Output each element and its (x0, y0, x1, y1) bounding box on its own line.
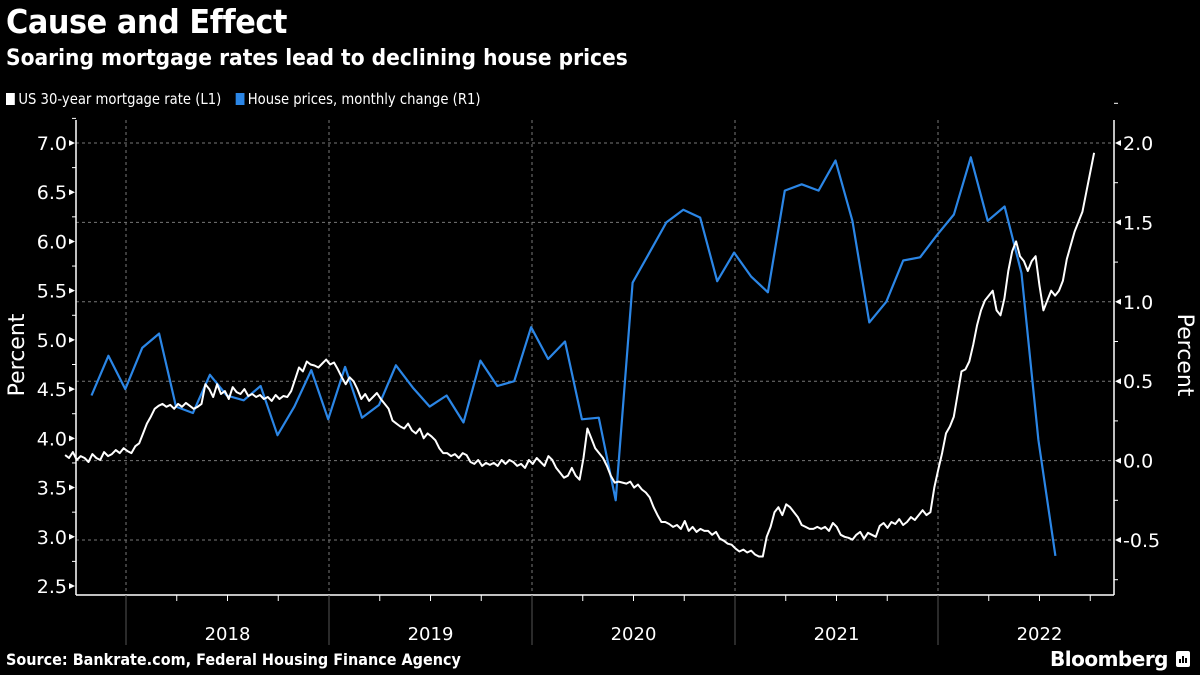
right-tick-label: -0.5 (1123, 530, 1160, 552)
right-axis-title: Percent (1172, 314, 1197, 397)
right-tick-label: 1.5 (1123, 212, 1153, 234)
left-tick-label: 6.0 (37, 231, 67, 253)
legend-swatch-mortgage-rate (6, 93, 15, 105)
left-tick-label: 2.5 (37, 576, 67, 598)
right-tick-label: 0.0 (1123, 451, 1153, 473)
legend-label-house-prices: House prices, monthly change (R1) (247, 90, 481, 108)
x-tick-label: 2021 (814, 624, 860, 645)
x-tick-label: 2018 (205, 624, 251, 645)
left-tick-marker (69, 140, 75, 146)
x-tick-label: 2020 (611, 624, 657, 645)
left-tick-label: 6.5 (37, 182, 67, 204)
legend-item-mortgage-rate: US 30-year mortgage rate (L1) (6, 90, 221, 108)
series-line-mortgage-rate (64, 152, 1096, 558)
right-tick-marker (1115, 298, 1121, 305)
left-tick-marker (69, 533, 75, 540)
legend-swatch-house-prices (235, 93, 245, 105)
right-tick-marker (1115, 140, 1121, 146)
x-tick-label: 2019 (408, 624, 454, 645)
left-tick-marker (69, 189, 75, 196)
axes: 7.0 6.5 6.0 5.5 5.0 4.5 4.0 3.5 3.0 2.5 2.0 1.5 1.0 0… (37, 102, 1160, 645)
x-tick-label: 2022 (1017, 624, 1063, 645)
right-tick-label: 0.5 (1123, 371, 1153, 393)
right-tick-marker (1115, 457, 1121, 464)
series-group (64, 152, 1096, 558)
brand-wordmark: Bloomberg (1050, 647, 1168, 671)
left-tick-label: 3.0 (37, 527, 67, 549)
left-tick-marker (69, 238, 75, 245)
right-tick-marker (1115, 378, 1121, 385)
right-tick-marker (1115, 537, 1121, 543)
left-tick-label: 4.5 (37, 379, 67, 401)
left-tick-label: 3.5 (37, 478, 67, 500)
legend-label-mortgage-rate: US 30-year mortgage rate (L1) (18, 90, 222, 108)
left-axis-title: Percent (5, 313, 30, 396)
left-tick-label: 7.0 (37, 133, 67, 155)
right-tick-label: 2.0 (1123, 133, 1153, 155)
legend: US 30-year mortgage rate (L1) House pric… (6, 90, 495, 108)
chart-subtitle: Soaring mortgage rates lead to declining… (6, 46, 628, 71)
left-tick-marker (69, 583, 75, 589)
left-tick-marker (69, 386, 75, 393)
left-tick-marker (69, 435, 75, 442)
grid-lines (76, 120, 1114, 595)
right-tick-label: 1.0 (1123, 292, 1153, 314)
series-line-house-prices (90, 156, 1057, 557)
left-tick-label: 4.0 (37, 428, 67, 450)
right-tick-marker (1115, 219, 1121, 226)
left-tick-marker (69, 336, 75, 343)
legend-item-house-prices: House prices, monthly change (R1) (235, 90, 481, 108)
bloomberg-chart-icon (1176, 651, 1190, 667)
chart-title: Cause and Effect (6, 2, 287, 41)
left-tick-marker (69, 484, 75, 491)
source-note: Source: Bankrate.com, Federal Housing Fi… (6, 650, 461, 669)
bloomberg-brand: Bloomberg (1050, 647, 1190, 671)
left-tick-label: 5.0 (37, 330, 67, 352)
left-tick-label: 5.5 (37, 281, 67, 303)
left-tick-marker (69, 287, 75, 294)
